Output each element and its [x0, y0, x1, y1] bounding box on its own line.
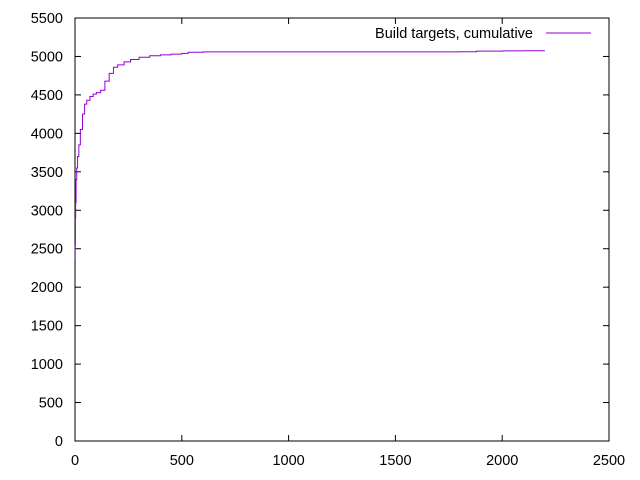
x-tick-labels: 0 500 1000 1500 2000 2500 — [71, 453, 625, 469]
y-tick-label: 4000 — [31, 126, 63, 142]
y-tick-label: 3500 — [31, 165, 63, 181]
y-tick-label: 1000 — [31, 357, 63, 373]
y-tick-label: 5500 — [31, 11, 63, 27]
axes — [74, 17, 610, 442]
y-tick-labels: 0 500 1000 1500 2000 2500 3000 3500 4000 4500 5000… — [31, 11, 63, 450]
series-line — [74, 50, 545, 263]
y-tick-label: 2000 — [31, 280, 63, 296]
y-tick-label: 0 — [55, 434, 63, 450]
legend: Build targets, cumulative — [375, 26, 591, 42]
y-tick-label: 5000 — [31, 49, 63, 65]
y-tick-label: 4500 — [31, 88, 63, 104]
x-tick-label: 0 — [71, 453, 79, 469]
x-tick-label: 1500 — [379, 453, 411, 469]
x-tick-label: 1000 — [272, 453, 304, 469]
series-layer — [74, 50, 545, 263]
x-tick-label: 2500 — [593, 453, 625, 469]
x-tick-label: 500 — [170, 453, 194, 469]
plot-frame — [74, 17, 610, 442]
y-tick-label: 1500 — [31, 319, 63, 335]
tick-marks — [74, 17, 610, 442]
y-tick-label: 2500 — [31, 242, 63, 258]
x-tick-label: 2000 — [486, 453, 518, 469]
y-tick-label: 500 — [39, 396, 63, 412]
legend-label: Build targets, cumulative — [375, 26, 533, 42]
y-tick-label: 3000 — [31, 203, 63, 219]
